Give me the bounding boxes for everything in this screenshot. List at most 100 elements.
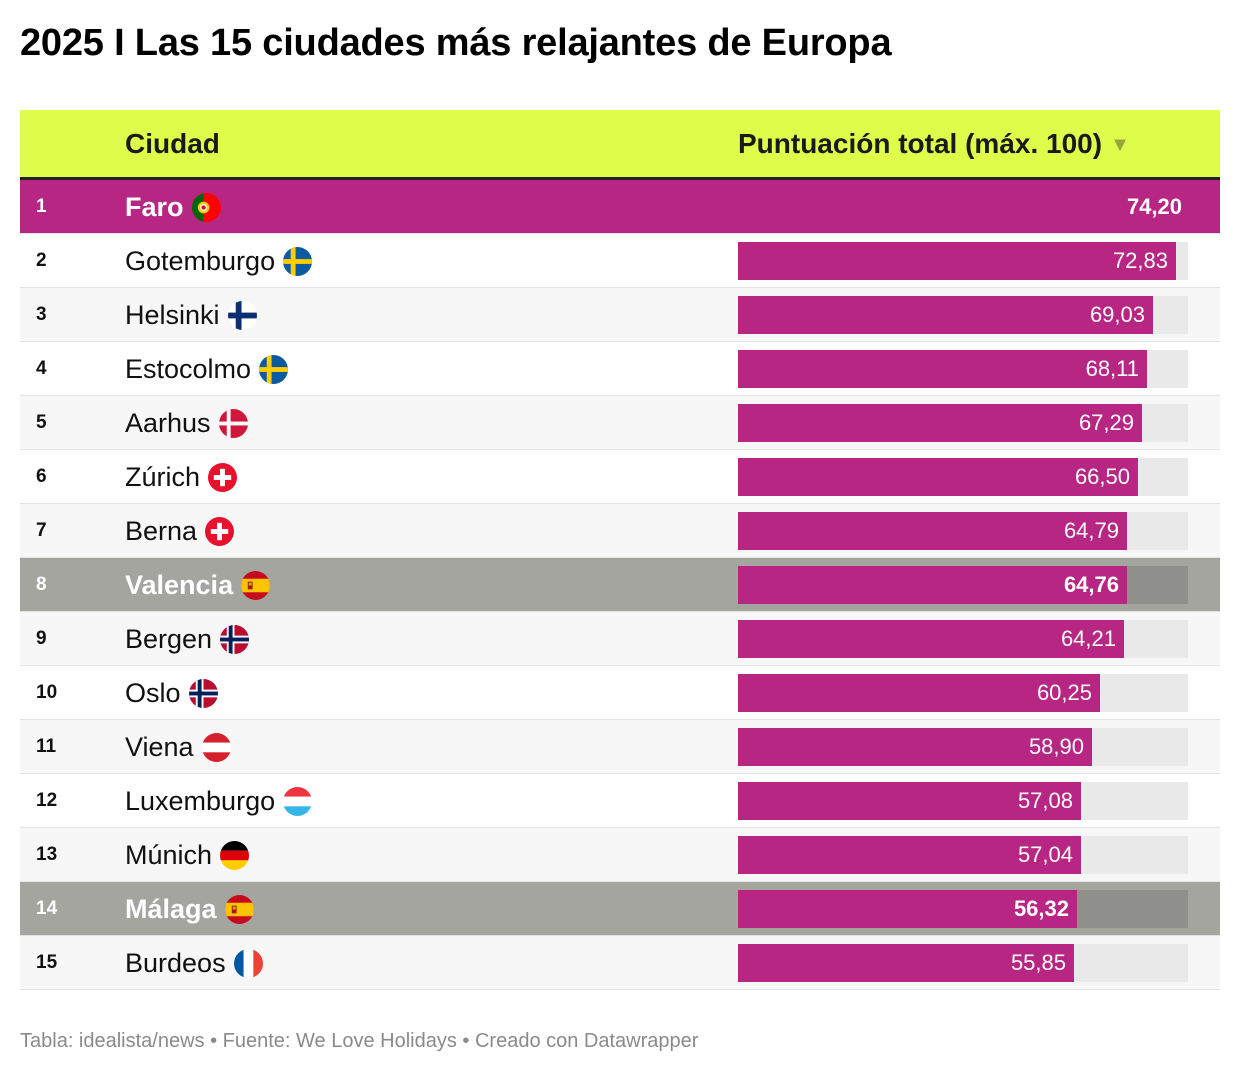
rank-cell: 8	[36, 574, 47, 595]
rank-cell: 3	[36, 304, 47, 325]
city-cell: Aarhus	[125, 396, 248, 450]
table-row: 10 Oslo 60,25	[20, 666, 1220, 720]
score-bar: 64,79	[738, 512, 1127, 550]
austria-flag-icon	[201, 732, 231, 762]
city-cell: Zúrich	[125, 450, 238, 504]
bar-track: 58,90	[738, 728, 1188, 766]
rank-cell: 4	[36, 358, 47, 379]
switzerland-flag-icon	[208, 462, 238, 492]
city-cell: Estocolmo	[125, 342, 289, 396]
city-name: Faro	[125, 192, 184, 222]
rank-cell: 10	[36, 682, 58, 703]
bar-track: 64,79	[738, 512, 1188, 550]
score-bar: 64,21	[738, 620, 1124, 658]
city-name: Helsinki	[125, 300, 220, 330]
table-row: 9 Bergen 64,21	[20, 612, 1220, 666]
column-header-score-label: Puntuación total (máx. 100)	[738, 128, 1103, 159]
city-cell: Oslo	[125, 666, 218, 720]
city-name: Viena	[125, 732, 194, 762]
source-footer: Tabla: idealista/news • Fuente: We Love …	[20, 1030, 699, 1052]
rank-cell: 13	[36, 844, 58, 865]
value-label: 72,83	[1112, 248, 1168, 273]
rank-cell: 2	[36, 250, 47, 271]
table-header: Ciudad Puntuación total (máx. 100) ▼	[20, 110, 1220, 180]
rank-cell: 5	[36, 412, 47, 433]
column-header-city[interactable]: Ciudad	[125, 128, 220, 159]
city-name: Aarhus	[125, 408, 211, 438]
city-name: Gotemburgo	[125, 246, 276, 276]
city-cell: Berna	[125, 504, 235, 558]
city-cell: Valencia	[125, 558, 271, 612]
city-cell: Gotemburgo	[125, 234, 313, 288]
sort-descending-icon: ▼	[1110, 134, 1130, 156]
city-cell: Helsinki	[125, 288, 257, 342]
score-bar: 66,50	[738, 458, 1138, 496]
portugal-flag-icon	[191, 192, 221, 222]
city-name: Berna	[125, 516, 198, 546]
table-row: 15 Burdeos 55,85	[20, 936, 1220, 990]
norway-flag-icon	[220, 624, 250, 654]
city-name: Valencia	[125, 570, 234, 600]
table-body: 1 Faro 74,20 2 Gotemburgo 72,83 3 Helsinki 69,03…	[20, 180, 1220, 990]
table-row: 6 Zúrich 66,50	[20, 450, 1220, 504]
value-label: 64,79	[1063, 518, 1119, 543]
rank-cell: 6	[36, 466, 47, 487]
bar-track: 60,25	[738, 674, 1188, 712]
table-row: 13 Múnich 57,04	[20, 828, 1220, 882]
city-cell: Viena	[125, 720, 231, 774]
city-cell: Burdeos	[125, 936, 263, 990]
city-name: Estocolmo	[125, 354, 252, 384]
bar-track: 57,08	[738, 782, 1188, 820]
city-cell: Luxemburgo	[125, 774, 313, 828]
value-label: 57,08	[1017, 788, 1073, 813]
value-label: 64,76	[1063, 572, 1119, 597]
city-name: Bergen	[125, 624, 213, 654]
score-bar: 60,25	[738, 674, 1100, 712]
rank-cell: 1	[36, 196, 47, 217]
rank-cell: 12	[36, 790, 58, 811]
city-name: Burdeos	[125, 948, 226, 978]
table-row: 3 Helsinki 69,03	[20, 288, 1220, 342]
city-cell: Bergen	[125, 612, 250, 666]
table-row: 4 Estocolmo 68,11	[20, 342, 1220, 396]
table-row: 2 Gotemburgo 72,83	[20, 234, 1220, 288]
score-bar: 69,03	[738, 296, 1153, 334]
spain-flag-icon	[224, 894, 254, 924]
finland-flag-icon	[227, 300, 257, 330]
value-label: 68,11	[1085, 356, 1139, 381]
rank-cell: 15	[36, 952, 58, 973]
score-bar: 56,32	[738, 890, 1077, 928]
table-row: 5 Aarhus 67,29	[20, 396, 1220, 450]
score-bar: 64,76	[738, 566, 1127, 604]
city-name: Málaga	[125, 894, 217, 924]
bar-track: 57,04	[738, 836, 1188, 874]
table-row: 11 Viena 58,90	[20, 720, 1220, 774]
rank-cell: 9	[36, 628, 47, 649]
table-row: 14 Málaga 56,32	[20, 882, 1220, 936]
city-name: Múnich	[125, 840, 213, 870]
city-name: Zúrich	[125, 462, 201, 492]
value-label: 55,85	[1010, 950, 1066, 975]
chart-title: 2025 I Las 15 ciudades más relajantes de…	[20, 22, 892, 64]
value-label: 64,21	[1060, 626, 1116, 651]
value-label: 58,90	[1028, 734, 1084, 759]
bar-track: 72,83	[738, 242, 1188, 280]
column-header-score[interactable]: Puntuación total (máx. 100) ▼	[738, 110, 1130, 180]
value-label: 74,20	[1126, 194, 1182, 219]
rank-cell: 11	[36, 736, 57, 757]
bar-track: 55,85	[738, 944, 1188, 982]
value-label: 67,29	[1078, 410, 1134, 435]
rank-cell: 7	[36, 520, 47, 541]
city-cell: Faro	[125, 180, 221, 234]
sweden-flag-icon	[259, 354, 289, 384]
bar-track: 64,21	[738, 620, 1188, 658]
denmark-flag-icon	[218, 408, 248, 438]
score-bar: 58,90	[738, 728, 1092, 766]
score-bar: 68,11	[738, 350, 1147, 388]
bar-track: 67,29	[738, 404, 1188, 442]
value-label: 69,03	[1089, 302, 1145, 327]
bar-track: 69,03	[738, 296, 1188, 334]
table-row: 12 Luxemburgo 57,08	[20, 774, 1220, 828]
bar-track: 66,50	[738, 458, 1188, 496]
table-row: 8 Valencia 64,76	[20, 558, 1220, 612]
